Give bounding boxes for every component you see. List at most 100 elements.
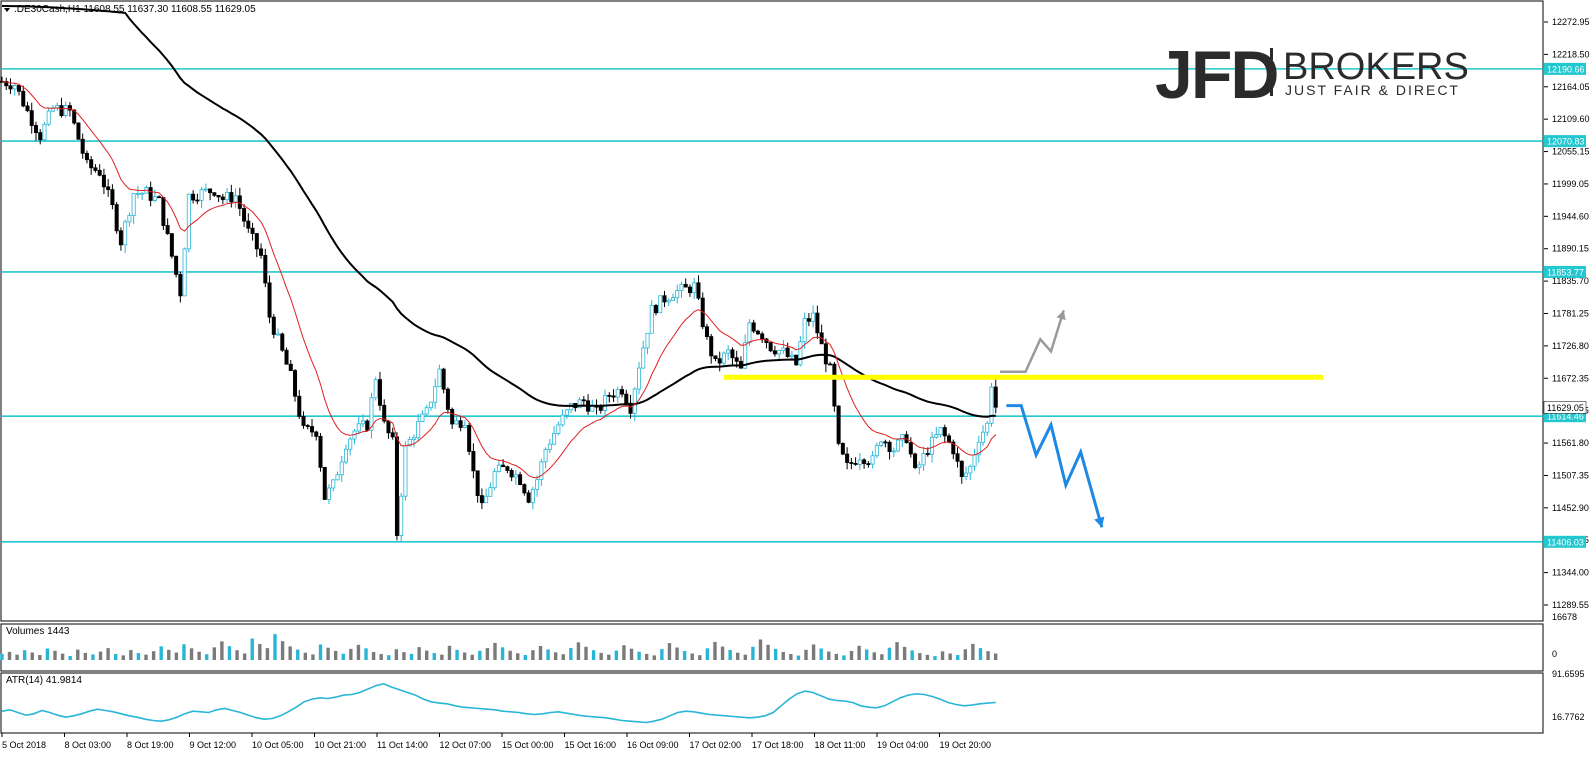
- candle-body: [879, 441, 884, 446]
- candle-body: [874, 445, 879, 457]
- candle-body: [713, 355, 718, 360]
- candle-body: [862, 459, 867, 465]
- logo-divider-middle: [1270, 64, 1273, 74]
- candle-body: [174, 255, 179, 275]
- candle-body: [938, 427, 943, 435]
- chart-menu-caret-icon[interactable]: [4, 8, 10, 12]
- price-tick-label: 11999.05: [1552, 179, 1589, 189]
- volume-bar: [303, 652, 308, 660]
- candle-body: [921, 453, 926, 466]
- candle-body: [501, 464, 506, 468]
- volume-bar: [189, 648, 194, 660]
- level-price-label: 11406.03: [1547, 537, 1584, 547]
- volume-bar: [15, 654, 19, 660]
- candle-body: [84, 152, 89, 161]
- volume-bar: [561, 654, 565, 660]
- level-price-label: 11853.77: [1547, 267, 1584, 277]
- candle-body: [972, 454, 977, 467]
- candle-body: [760, 333, 765, 340]
- candle-body: [624, 393, 629, 404]
- candle-body: [743, 342, 748, 369]
- candle-body: [420, 413, 425, 422]
- candle-body: [169, 233, 174, 257]
- candle-body: [526, 492, 531, 503]
- candle-body: [165, 225, 170, 235]
- candle-body: [530, 488, 535, 503]
- volume-bar: [144, 654, 148, 660]
- volume-bar: [326, 647, 330, 660]
- candle-body: [135, 193, 140, 195]
- volume-bar: [857, 645, 861, 660]
- time-tick-label: 5 Oct 2018: [2, 740, 46, 750]
- candle-body: [216, 194, 221, 198]
- candle-body: [777, 350, 782, 355]
- candle-body: [666, 299, 671, 303]
- volume-bar: [425, 650, 429, 660]
- volume-bar: [781, 651, 785, 660]
- volume-bar: [288, 646, 292, 660]
- candle-body: [488, 487, 493, 497]
- candle-body: [564, 409, 569, 416]
- logo-main: JFD: [1155, 37, 1277, 113]
- volume-bar: [53, 650, 57, 660]
- volume-bar: [637, 651, 641, 660]
- volume-pane: [0, 623, 1544, 672]
- volume-bar: [645, 653, 649, 660]
- volume-bar: [978, 648, 983, 660]
- volume-bar: [584, 646, 588, 660]
- volume-bar: [986, 651, 990, 660]
- volume-bar: [660, 649, 664, 660]
- candle-body: [89, 159, 94, 169]
- volume-bar: [789, 654, 793, 660]
- symbol-info-text: .DE30Cash,H1 11608.55 11637.30 11608.55 …: [14, 4, 256, 15]
- candle-body: [611, 395, 616, 398]
- logo-divider-bottom: [1270, 78, 1273, 96]
- candle-body: [496, 464, 501, 472]
- candle-body: [229, 192, 234, 203]
- atr-series: [1, 682, 996, 724]
- candle-body: [518, 474, 523, 485]
- candle-body: [942, 427, 947, 437]
- time-tick-label: 11 Oct 14:00: [377, 740, 428, 750]
- candle-body: [955, 453, 960, 462]
- price-axis: 12272.95 12218.50 12164.05 12109.60 12055.15…: [1543, 17, 1590, 722]
- volume-bar: [758, 639, 763, 660]
- candle-body: [4, 81, 9, 87]
- candle-body: [233, 195, 238, 203]
- candle-body: [411, 437, 416, 440]
- candle-body: [547, 443, 552, 450]
- volume-bar: [910, 650, 914, 660]
- time-tick-label: 12 Oct 07:00: [440, 740, 492, 750]
- volume-bar: [508, 650, 512, 660]
- price-tick-label: 11289.55: [1552, 600, 1589, 610]
- candle-body: [246, 220, 251, 229]
- candle-body: [42, 123, 47, 141]
- candle-body: [97, 169, 102, 176]
- volume-bar: [576, 642, 581, 660]
- volume-bar: [417, 647, 421, 660]
- candle-body: [21, 90, 26, 107]
- candle-body: [140, 192, 145, 195]
- candle-body: [267, 282, 272, 318]
- price-tick-label: 12272.95: [1552, 17, 1590, 27]
- candle-body: [581, 399, 586, 402]
- candle-body: [259, 248, 264, 256]
- volume-bar: [159, 646, 163, 660]
- candle-body: [543, 449, 548, 463]
- candle-body: [161, 197, 166, 226]
- candle-body: [726, 349, 731, 354]
- candle-body: [38, 132, 43, 141]
- candle-body: [475, 470, 480, 496]
- volume-bar: [546, 649, 550, 660]
- candle-body: [441, 368, 446, 390]
- current-price-tag: [1543, 401, 1587, 414]
- candles: [0, 76, 998, 543]
- volume-bar: [531, 650, 535, 660]
- candle-body: [276, 333, 281, 336]
- candle-body: [467, 425, 472, 452]
- candle-body: [607, 394, 612, 397]
- atr-axis-label: 91.6595: [1552, 669, 1585, 679]
- candle-body: [118, 230, 123, 246]
- candle-body: [772, 350, 777, 355]
- candle-body: [615, 389, 620, 398]
